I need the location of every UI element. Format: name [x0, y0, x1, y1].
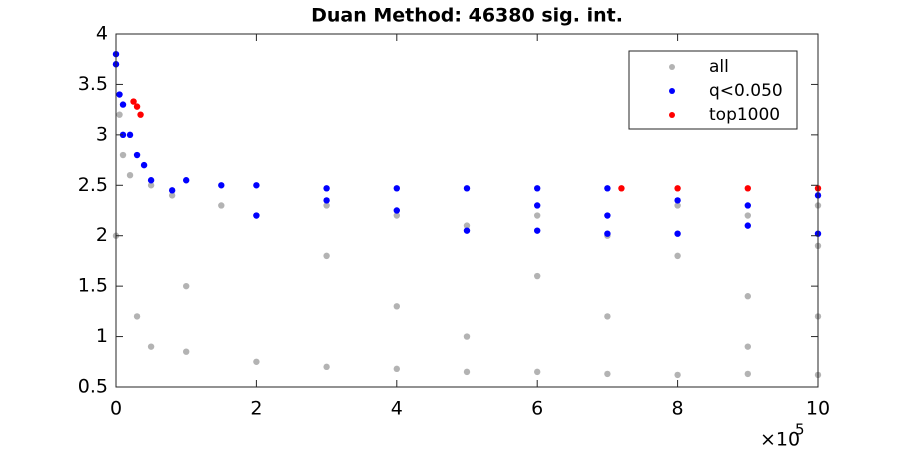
data-point [183, 282, 190, 290]
data-point [534, 227, 541, 234]
data-point [168, 187, 176, 194]
data-point [218, 182, 225, 189]
data-point [116, 111, 123, 118]
data-point [463, 185, 471, 192]
legend-label: all [709, 57, 729, 77]
y-tick-label: 1 [96, 325, 108, 347]
data-point [126, 172, 134, 179]
data-point [253, 182, 260, 189]
legend-marker [669, 64, 675, 70]
x-tick-label: 8 [672, 398, 684, 420]
data-point [604, 313, 611, 320]
data-point [168, 192, 176, 199]
legend-label: q<0.050 [709, 81, 783, 101]
y-tick-label: 3 [96, 123, 108, 145]
data-point [744, 222, 751, 229]
data-point [253, 212, 260, 219]
data-point [674, 230, 681, 237]
data-point [323, 185, 330, 192]
data-point [119, 101, 127, 108]
data-point [604, 212, 611, 219]
x-tick-label: 4 [391, 398, 403, 420]
legend-label: top1000 [709, 105, 780, 125]
x-tick-label: 2 [250, 398, 262, 420]
data-point [137, 111, 144, 118]
plot-frame [115, 33, 819, 388]
data-point [604, 185, 611, 192]
legend-marker [669, 112, 675, 118]
data-point [147, 343, 155, 350]
legend-marker [669, 88, 675, 94]
data-point [133, 103, 141, 110]
data-point [674, 252, 681, 260]
data-point [393, 365, 400, 373]
data-point [393, 185, 400, 192]
data-point [618, 185, 625, 192]
data-point [744, 202, 751, 209]
chart-title: Duan Method: 46380 sig. int. [311, 5, 623, 27]
data-point [393, 212, 400, 219]
y-tick-label: 4 [96, 23, 108, 45]
data-point [534, 212, 541, 219]
data-point [323, 252, 330, 260]
data-point [323, 202, 330, 209]
data-point [463, 222, 471, 229]
data-point [744, 370, 751, 378]
data-point [534, 272, 541, 280]
data-point [674, 202, 681, 209]
x-tick-label: 0 [110, 398, 122, 420]
data-point [463, 368, 471, 376]
data-point [393, 303, 400, 310]
data-point [133, 151, 141, 159]
data-point [674, 185, 681, 192]
data-point [674, 371, 681, 379]
data-point [183, 348, 190, 355]
data-point [130, 98, 137, 105]
data-point [534, 368, 541, 376]
data-point [323, 197, 330, 204]
y-tick-label: 2 [96, 224, 108, 246]
data-point [744, 343, 751, 350]
data-point [744, 212, 751, 219]
y-tick-label: 1.5 [78, 275, 108, 297]
data-point [147, 177, 155, 184]
data-point [323, 363, 330, 371]
data-point [463, 333, 471, 340]
y-tick-label: 0.5 [78, 376, 108, 398]
data-point [463, 227, 471, 234]
data-point [147, 182, 155, 189]
x-tick-label: 6 [531, 398, 543, 420]
data-point [119, 131, 127, 139]
x-multiplier-exponent: 5 [795, 421, 805, 439]
data-point [604, 370, 611, 378]
data-point [744, 293, 751, 300]
data-point [253, 358, 260, 365]
legend-box [628, 50, 798, 130]
data-point [604, 230, 611, 237]
y-tick-label: 2.5 [78, 174, 108, 196]
data-point [744, 185, 751, 192]
data-point [116, 91, 123, 98]
y-tick-label: 3.5 [78, 73, 108, 95]
data-point [140, 161, 148, 169]
data-point [119, 151, 127, 159]
data-point [674, 197, 681, 204]
data-point [393, 207, 400, 214]
data-point [126, 131, 134, 139]
data-point [133, 313, 141, 320]
x-tick-label: 10 [806, 398, 830, 420]
data-point [183, 177, 190, 184]
data-point [218, 202, 225, 209]
data-point [534, 202, 541, 209]
x-multiplier: ×10 [760, 429, 800, 451]
data-point [534, 185, 541, 192]
